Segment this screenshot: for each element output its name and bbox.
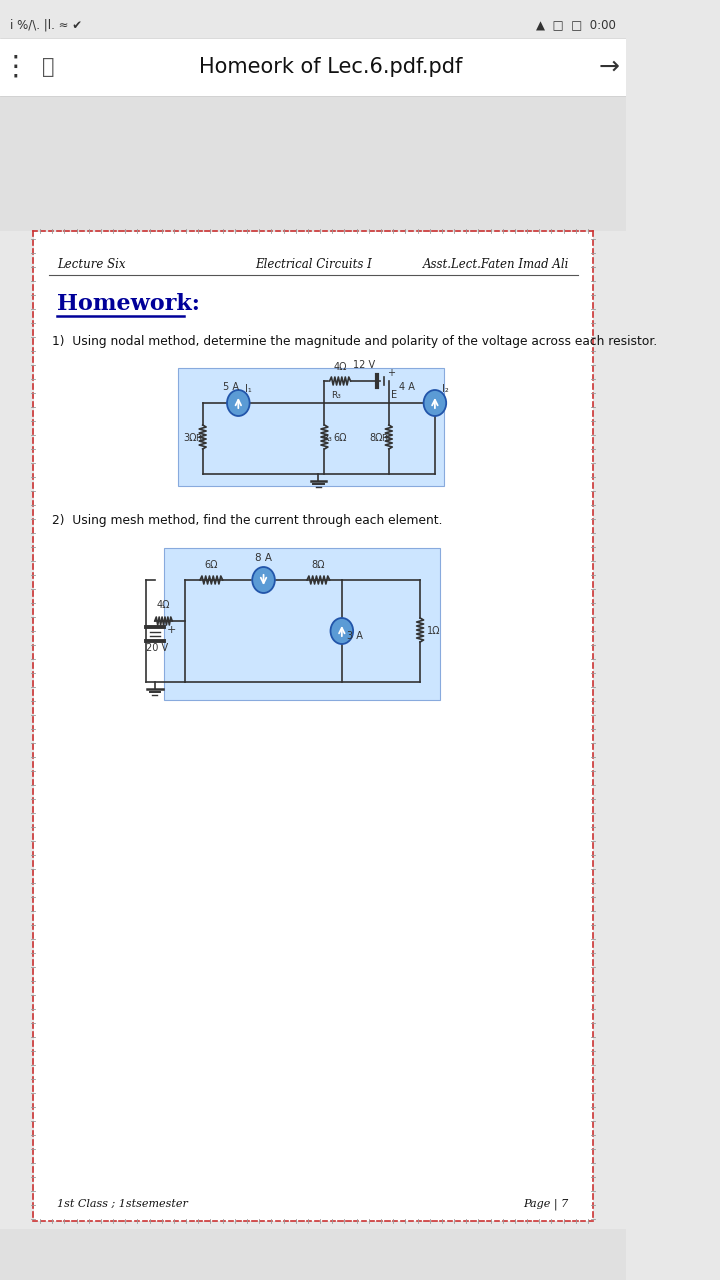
Circle shape — [330, 618, 353, 644]
Text: →: → — [598, 55, 619, 79]
Circle shape — [227, 390, 250, 416]
Text: i %/\. |l. ≈ ✔: i %/\. |l. ≈ ✔ — [10, 18, 83, 31]
Text: 8Ω: 8Ω — [312, 561, 325, 570]
Text: 1st Class ; 1stsemester: 1st Class ; 1stsemester — [58, 1199, 189, 1210]
Text: +: + — [387, 369, 395, 378]
Text: R₃: R₃ — [331, 390, 341, 399]
Bar — [163, 548, 440, 700]
Text: Lecture Six: Lecture Six — [58, 259, 126, 271]
Text: 3 A: 3 A — [347, 631, 363, 641]
Circle shape — [423, 390, 446, 416]
Text: ▲  □  □  0:00: ▲ □ □ 0:00 — [536, 18, 616, 31]
Text: Homeork of Lec.6.pdf.pdf: Homeork of Lec.6.pdf.pdf — [199, 58, 462, 77]
Text: ⋮: ⋮ — [1, 52, 30, 81]
Text: 4Ω: 4Ω — [333, 362, 347, 372]
Text: 20 V: 20 V — [145, 643, 168, 653]
Text: 8 A: 8 A — [255, 553, 272, 563]
Text: I₁: I₁ — [246, 384, 252, 394]
Text: R₂: R₂ — [381, 434, 391, 443]
Bar — [179, 369, 444, 486]
Text: Asst.Lect.Faten Imad Ali: Asst.Lect.Faten Imad Ali — [423, 259, 569, 271]
Circle shape — [252, 567, 275, 593]
Bar — [0, 1229, 626, 1280]
Text: 2)  Using mesh method, find the current through each element.: 2) Using mesh method, find the current t… — [52, 515, 443, 527]
Bar — [33, 230, 593, 1221]
Text: 6Ω: 6Ω — [333, 433, 346, 443]
Text: 5 A: 5 A — [222, 381, 238, 392]
Bar — [0, 38, 626, 96]
Text: Page | 7: Page | 7 — [523, 1199, 569, 1211]
Text: 1)  Using nodal method, determine the magnitude and polarity of the voltage acro: 1) Using nodal method, determine the mag… — [52, 335, 657, 348]
Text: I₂: I₂ — [442, 384, 449, 394]
Text: R₁: R₁ — [195, 434, 204, 443]
Bar — [0, 96, 626, 230]
Text: 8Ω: 8Ω — [369, 433, 383, 443]
Text: 4Ω: 4Ω — [157, 600, 170, 611]
Text: 1Ω: 1Ω — [427, 626, 441, 636]
Text: 6Ω: 6Ω — [204, 561, 218, 570]
Text: ⧉: ⧉ — [42, 58, 54, 77]
Text: R₃: R₃ — [322, 434, 332, 443]
Text: 3Ω: 3Ω — [184, 433, 197, 443]
Text: Electrical Circuits I: Electrical Circuits I — [255, 259, 372, 271]
Text: E: E — [390, 390, 397, 401]
Text: +: + — [167, 625, 176, 635]
Text: 12 V: 12 V — [353, 360, 374, 370]
Text: Homework:: Homework: — [58, 293, 200, 315]
Text: 4 A: 4 A — [399, 381, 415, 392]
